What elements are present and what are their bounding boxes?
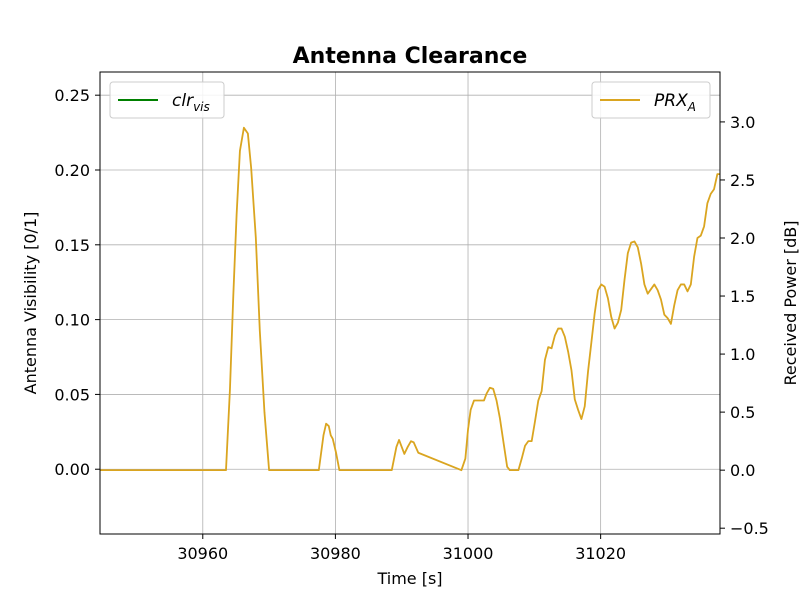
y-axis-left-label: Antenna Visibility [0/1] [21, 212, 40, 395]
y-right-tick-label: 3.0 [730, 113, 755, 132]
y-right-tick-label: 2.0 [730, 229, 755, 248]
y-right-tick-label: 2.5 [730, 171, 755, 190]
y-left-tick-label: 0.25 [54, 86, 90, 105]
x-tick-label: 30980 [310, 544, 361, 563]
y-right-tick-label: −0.5 [730, 519, 769, 538]
y-left-tick-label: 0.15 [54, 236, 90, 255]
chart-title: Antenna Clearance [293, 44, 528, 69]
series-line-prx [100, 126, 720, 472]
y-right-tick-label: 0.5 [730, 403, 755, 422]
y-right-tick-label: 0.0 [730, 461, 755, 480]
y-right-tick-label: 1.5 [730, 287, 755, 306]
legend-layer: clrvis PRXA [109, 81, 711, 119]
y-left-tick-label: 0.05 [54, 385, 90, 404]
legend-box [109, 81, 225, 119]
y-left-tick-label: 0.20 [54, 161, 90, 180]
x-tick-label: 31000 [443, 544, 494, 563]
plot-frame [99, 71, 721, 535]
y-axis-right-label: Received Power [dB] [781, 221, 800, 386]
x-tick-label: 31020 [575, 544, 626, 563]
legend-clr: clrvis [109, 81, 225, 119]
y-right-tick-label: 1.0 [730, 345, 755, 364]
legend-label: PRXA [654, 91, 696, 114]
legend-box [591, 81, 711, 119]
legend-label: clrvis [172, 91, 210, 114]
y-left-tick-label: 0.10 [54, 311, 90, 330]
x-axis-label: Time [s] [376, 569, 442, 588]
series-layer [100, 126, 720, 472]
y-left-tick-label: 0.00 [54, 460, 90, 479]
legend-prx: PRXA [591, 81, 711, 119]
tick-layer: 30960 30980 31000 31020 0.00 0.05 0.10 0.15 0.20… [54, 86, 768, 563]
x-tick-label: 30960 [177, 544, 228, 563]
